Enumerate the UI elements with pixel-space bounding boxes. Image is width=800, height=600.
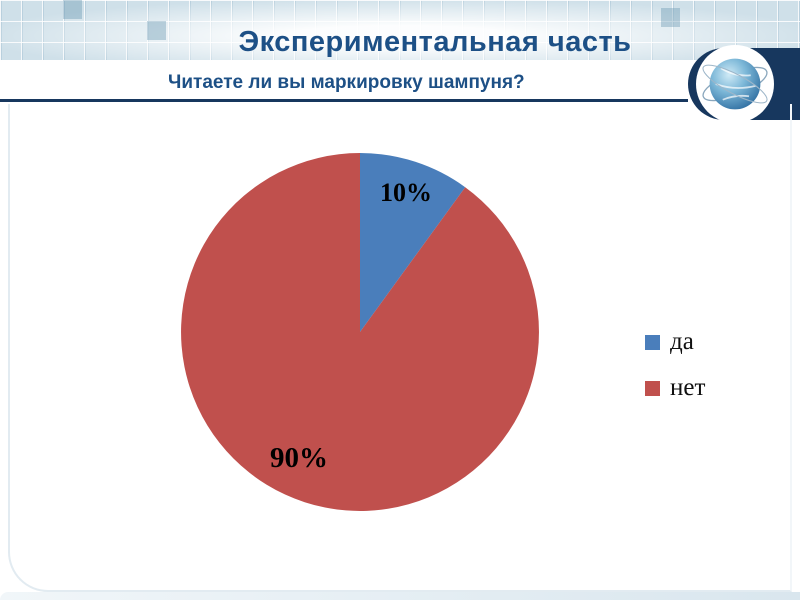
legend-item-нет: нет [645, 374, 705, 402]
content-frame [8, 104, 792, 592]
data-label-da: 10% [380, 178, 432, 207]
pie-chart: 10% 90% [178, 150, 542, 514]
header-divider [0, 99, 688, 102]
chart-question-subtitle: Читаете ли вы маркировку шампуня? [168, 72, 525, 93]
bottom-accent-band [0, 592, 800, 600]
grid-decoration [147, 21, 166, 40]
grid-decoration [63, 0, 82, 19]
legend-item-да: да [645, 328, 705, 356]
pie-slice-да [360, 153, 466, 332]
legend-swatch-да [645, 334, 660, 350]
legend-label-да: да [670, 328, 694, 355]
pie-slice-нет [181, 153, 539, 511]
pie-svg [181, 153, 539, 511]
chart-legend: да нет [645, 328, 705, 420]
legend-swatch-нет [645, 380, 660, 396]
slide-title: Экспериментальная часть [238, 26, 632, 58]
grid-decoration [661, 8, 680, 27]
legend-label-нет: нет [670, 374, 706, 401]
header-pattern-band [0, 0, 800, 60]
data-label-net: 90% [270, 442, 328, 474]
globe-graphic [702, 58, 768, 110]
